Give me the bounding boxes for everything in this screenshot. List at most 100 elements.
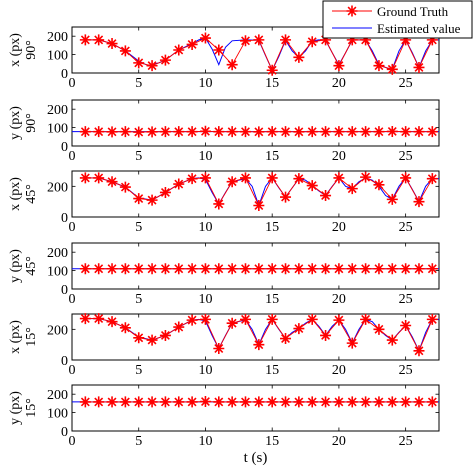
ground-truth-point	[320, 263, 332, 275]
ground-truth-point	[306, 36, 318, 48]
y-tick-label: 200	[47, 30, 68, 45]
ground-truth-point	[93, 126, 105, 138]
ground-truth-point	[333, 172, 345, 184]
x-tick-label: 0	[69, 363, 76, 378]
x-tick-label: 5	[135, 76, 142, 91]
ground-truth-point	[293, 173, 305, 185]
x-tick-label: 15	[265, 434, 279, 449]
ground-truth-point	[146, 194, 158, 206]
ground-truth-point	[79, 34, 91, 46]
ground-truth-point	[426, 126, 438, 138]
ground-truth-point	[306, 263, 318, 275]
ground-truth-point	[293, 323, 305, 335]
panel-5: 0 5 10 15 20 25 0 200 x (px) 15°	[8, 313, 440, 378]
x-tick-label: 0	[69, 434, 76, 449]
x-tick-label: 25	[399, 220, 413, 235]
ground-truth-point	[226, 396, 238, 408]
ground-truth-point	[173, 178, 185, 190]
x-tick-label: 5	[135, 434, 142, 449]
y-tick-label: 0	[61, 425, 68, 440]
ground-truth-point	[346, 126, 358, 138]
ground-truth-point	[159, 186, 171, 198]
x-tick-label: 15	[265, 220, 279, 235]
ground-truth-point	[253, 263, 265, 275]
ground-truth-point	[79, 172, 91, 184]
ground-truth-point	[293, 396, 305, 408]
ground-truth-point	[426, 34, 438, 46]
ground-truth-point	[400, 263, 412, 275]
x-tick-label: 0	[69, 292, 76, 307]
ground-truth-point	[146, 263, 158, 275]
angle-label: 90°	[24, 40, 39, 60]
ground-truth-point	[186, 38, 198, 50]
y-tick-label: 0	[61, 283, 68, 298]
x-tick-label: 10	[198, 149, 212, 164]
ground-truth-point	[159, 54, 171, 66]
ground-truth-point	[280, 396, 292, 408]
ground-truth-point	[173, 126, 185, 138]
ground-truth-point	[106, 316, 118, 328]
ground-truth-point	[199, 263, 211, 275]
ground-truth-point	[266, 126, 278, 138]
ground-truth-point	[320, 396, 332, 408]
x-tick-label: 5	[135, 292, 142, 307]
ground-truth-point	[146, 126, 158, 138]
ground-truth-point	[386, 334, 398, 346]
ground-truth-point	[413, 263, 425, 275]
ground-truth-point	[333, 396, 345, 408]
angle-label: 45°	[24, 256, 39, 276]
y-tick-label: 200	[47, 323, 68, 338]
ground-truth-point	[186, 396, 198, 408]
ground-truth-point	[146, 396, 158, 408]
ground-truth-point	[373, 263, 385, 275]
ground-truth-point	[239, 35, 251, 47]
ground-truth-point	[293, 126, 305, 138]
ground-truth-point	[306, 180, 318, 192]
x-tick-label: 20	[332, 220, 346, 235]
y-tick-label: 100	[47, 265, 68, 280]
ground-truth-point	[400, 126, 412, 138]
y-tick-label: 200	[47, 246, 68, 261]
ground-truth-point	[373, 323, 385, 335]
ground-truth-point	[226, 263, 238, 275]
y-tick-label: 200	[47, 180, 68, 195]
ground-truth-point	[146, 334, 158, 346]
ground-truth-point	[320, 190, 332, 202]
ground-truth-point	[333, 60, 345, 72]
x-tick-label: 5	[135, 149, 142, 164]
x-tick-label: 25	[399, 292, 413, 307]
ground-truth-point	[373, 179, 385, 191]
ground-truth-point	[173, 396, 185, 408]
ground-truth-point	[226, 59, 238, 71]
x-tick-label: 20	[332, 292, 346, 307]
ground-truth-point	[253, 34, 265, 46]
ground-truth-point	[360, 396, 372, 408]
ground-truth-point	[119, 263, 131, 275]
ground-truth-point	[199, 125, 211, 137]
ground-truth-point	[159, 263, 171, 275]
ground-truth-point	[346, 396, 358, 408]
ground-truth-point	[306, 126, 318, 138]
y-tick-label: 0	[61, 140, 68, 155]
ground-truth-point	[226, 176, 238, 188]
x-tick-label: 10	[198, 292, 212, 307]
ground-truth-point	[93, 313, 105, 325]
ground-truth-point	[93, 396, 105, 408]
x-tick-label: 5	[135, 363, 142, 378]
axes-box	[71, 384, 440, 432]
ground-truth-point	[346, 337, 358, 349]
ground-truth-point	[159, 126, 171, 138]
ground-truth-point	[226, 126, 238, 138]
ground-truth-point	[213, 44, 225, 56]
ground-truth-point	[173, 44, 185, 56]
x-tick-label: 0	[69, 149, 76, 164]
ground-truth-point	[413, 126, 425, 138]
y-tick-label: 100	[47, 122, 68, 137]
ground-truth-point	[280, 126, 292, 138]
y-tick-label: 0	[61, 67, 68, 82]
ground-truth-point	[320, 34, 332, 46]
x-tick-label: 25	[399, 149, 413, 164]
ground-truth-point	[360, 313, 372, 325]
